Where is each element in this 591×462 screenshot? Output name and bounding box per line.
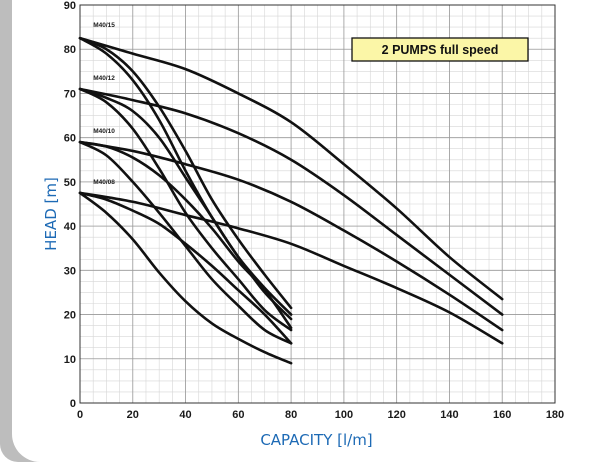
annotation-text: 2 PUMPS full speed [382, 43, 499, 57]
y-tick-label: 50 [64, 177, 76, 189]
annotation-badge: 2 PUMPS full speed [351, 37, 529, 62]
y-tick-label: 0 [70, 398, 76, 410]
x-tick-label: 20 [127, 409, 139, 421]
y-tick-label: 20 [64, 310, 76, 322]
x-tick-label: 80 [285, 409, 297, 421]
curve-2 [78, 36, 504, 301]
x-tick-label: 180 [546, 409, 564, 421]
y-tick-labels: 0 10 20 30 40 50 60 70 80 90 [64, 0, 76, 410]
x-tick-label: 120 [387, 409, 405, 421]
plot-frame [79, 4, 556, 404]
curve-label: M40/12 [93, 75, 115, 82]
x-tick-label: 60 [232, 409, 244, 421]
performance-curves [78, 36, 504, 365]
y-axis-title: HEAD [m] [42, 177, 60, 251]
x-axis-title: CAPACITY [l/m] [260, 431, 372, 449]
y-tick-label: 40 [64, 221, 76, 233]
curve-11 [78, 191, 504, 345]
curve-label: M40/10 [93, 128, 115, 135]
y-tick-label: 30 [64, 265, 76, 277]
curve-1 [78, 36, 293, 310]
curve-5 [78, 87, 504, 316]
chart-card [12, 0, 591, 462]
curve-12 [78, 191, 293, 365]
curve-label: M40/15 [93, 22, 115, 29]
curve-7 [78, 140, 293, 330]
x-tick-label: 160 [493, 409, 511, 421]
curve-6 [78, 87, 293, 332]
y-tick-label: 80 [64, 44, 76, 56]
curve-9 [78, 140, 293, 345]
curve-labels: M40/15 M40/12 M40/10 M40/08 [93, 22, 115, 186]
y-tick-label: 60 [64, 133, 76, 145]
curve-label: M40/08 [93, 179, 115, 186]
x-tick-label: 0 [77, 409, 83, 421]
curve-10 [78, 191, 293, 345]
y-tick-label: 90 [64, 0, 76, 12]
x-tick-label: 40 [179, 409, 191, 421]
annotation-box [351, 37, 529, 62]
x-tick-labels: 0 20 40 60 80 100 120 140 160 180 [77, 409, 564, 421]
curve-8 [78, 140, 504, 332]
x-tick-label: 100 [335, 409, 353, 421]
x-tick-label: 140 [440, 409, 458, 421]
y-tick-label: 10 [64, 354, 76, 366]
y-tick-label: 70 [64, 88, 76, 100]
